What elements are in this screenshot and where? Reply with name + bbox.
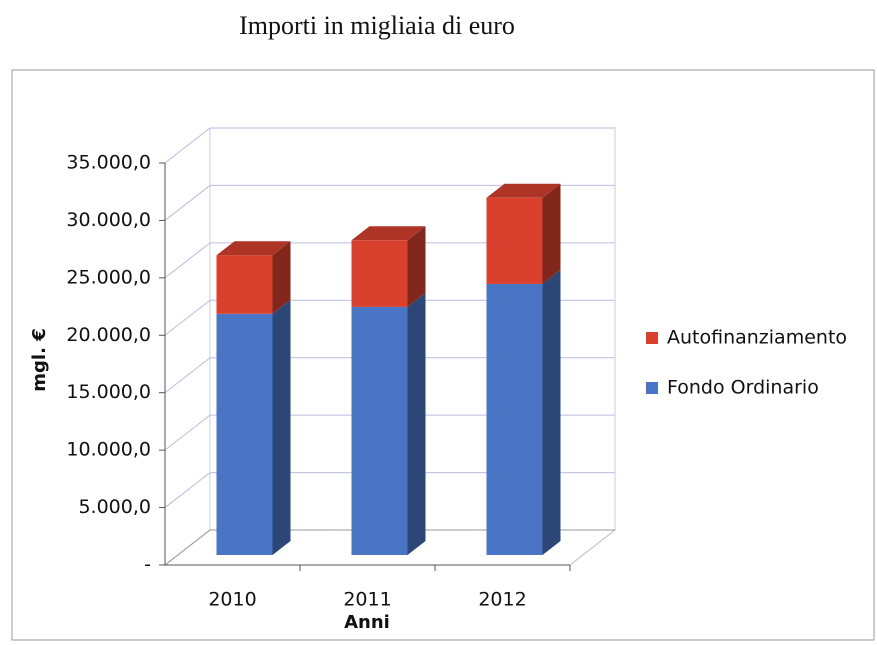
grid-line <box>164 299 615 336</box>
grid-line <box>164 414 615 451</box>
y-tick-label: 35.000,0 <box>66 152 151 174</box>
bar-side <box>272 241 291 314</box>
x-axis-label: Anni <box>344 612 390 633</box>
y-tick-label: 25.000,0 <box>66 266 151 288</box>
y-tick-label: 15.000,0 <box>66 381 151 403</box>
legend-label: Autofinanziamento <box>667 327 847 349</box>
y-tick-label: 10.000,0 <box>66 439 151 461</box>
bar <box>486 197 543 284</box>
bar <box>216 255 273 314</box>
grid-line <box>164 242 615 279</box>
bar <box>486 283 543 555</box>
y-tick-label: - <box>144 554 151 576</box>
bar-side <box>272 299 291 555</box>
legend-swatch <box>646 382 658 394</box>
grid-line <box>164 357 615 394</box>
x-tick-label: 2011 <box>343 589 391 611</box>
x-tick-label: 2012 <box>478 589 526 611</box>
x-tick-label: 2010 <box>208 589 256 611</box>
bar-side <box>542 269 561 555</box>
bar <box>216 313 273 555</box>
bar <box>351 306 408 555</box>
bar-top <box>216 241 291 256</box>
y-tick-label: 30.000,0 <box>66 209 151 231</box>
legend-swatch <box>646 332 658 344</box>
chart-title: Importi in migliaia di euro <box>239 11 515 40</box>
y-axis-label: mgl. € <box>29 328 50 391</box>
grid-line <box>164 184 615 221</box>
bar-side <box>407 292 426 555</box>
bar-side <box>542 183 561 284</box>
grid-line <box>164 472 615 508</box>
legend-label: Fondo Ordinario <box>667 377 819 399</box>
y-tick-label: 5.000,0 <box>78 496 151 518</box>
grid-line <box>164 529 615 566</box>
grid-line <box>164 127 615 164</box>
bar-top <box>351 226 426 241</box>
bar <box>351 240 408 307</box>
bar-top <box>486 183 561 198</box>
y-tick-label: 20.000,0 <box>66 324 151 346</box>
bar-side <box>407 226 426 307</box>
